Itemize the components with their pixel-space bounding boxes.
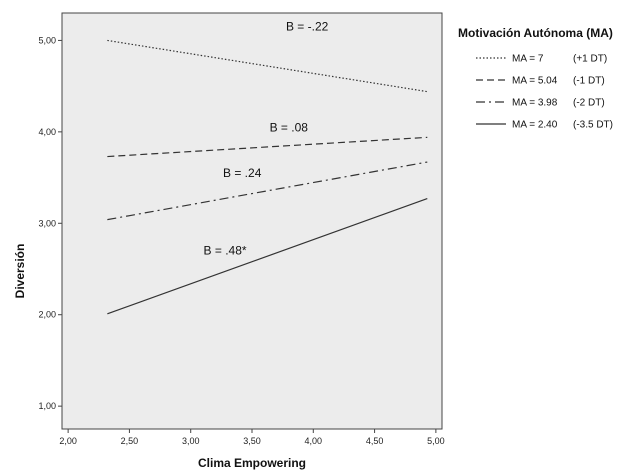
slope-annotation-1: B = -.22 — [286, 20, 329, 34]
y-tick-label: 5,00 — [38, 35, 56, 45]
series-line-4 — [107, 198, 428, 315]
y-tick-label: 1,00 — [38, 401, 56, 411]
legend-detail-3: (-2 DT) — [573, 98, 605, 109]
x-tick-label: 3,50 — [243, 436, 261, 446]
y-tick-label: 4,00 — [38, 127, 56, 137]
x-tick-label: 2,50 — [121, 436, 139, 446]
legend-label-1: MA = 7 — [512, 54, 544, 65]
series-line-3 — [107, 161, 428, 221]
series-line-1 — [107, 39, 428, 93]
legend-label-4: MA = 2.40 — [512, 120, 558, 131]
slope-annotation-3: B = .24 — [223, 166, 262, 180]
series-line-2 — [107, 136, 428, 158]
legend-detail-2: (-1 DT) — [573, 76, 605, 87]
y-tick-label: 3,00 — [38, 218, 56, 228]
x-tick-label: 3,00 — [182, 436, 200, 446]
legend-label-2: MA = 5.04 — [512, 76, 558, 87]
legend-label-3: MA = 3.98 — [512, 98, 558, 109]
y-tick-label: 2,00 — [38, 310, 56, 320]
x-tick-label: 4,50 — [366, 436, 384, 446]
y-axis-title: Diversión — [13, 244, 27, 299]
x-tick-label: 4,00 — [305, 436, 323, 446]
x-axis-title: Clima Empowering — [198, 456, 306, 470]
slope-annotation-4: B = .48* — [204, 244, 247, 258]
legend-title: Motivación Autónoma (MA) — [458, 26, 613, 40]
plot-area — [61, 12, 443, 430]
legend-detail-4: (-3.5 DT) — [573, 120, 613, 131]
x-tick-label: 2,00 — [59, 436, 77, 446]
legend-detail-1: (+1 DT) — [573, 54, 607, 65]
x-tick-label: 5,00 — [427, 436, 445, 446]
slope-annotation-2: B = .08 — [270, 120, 309, 134]
